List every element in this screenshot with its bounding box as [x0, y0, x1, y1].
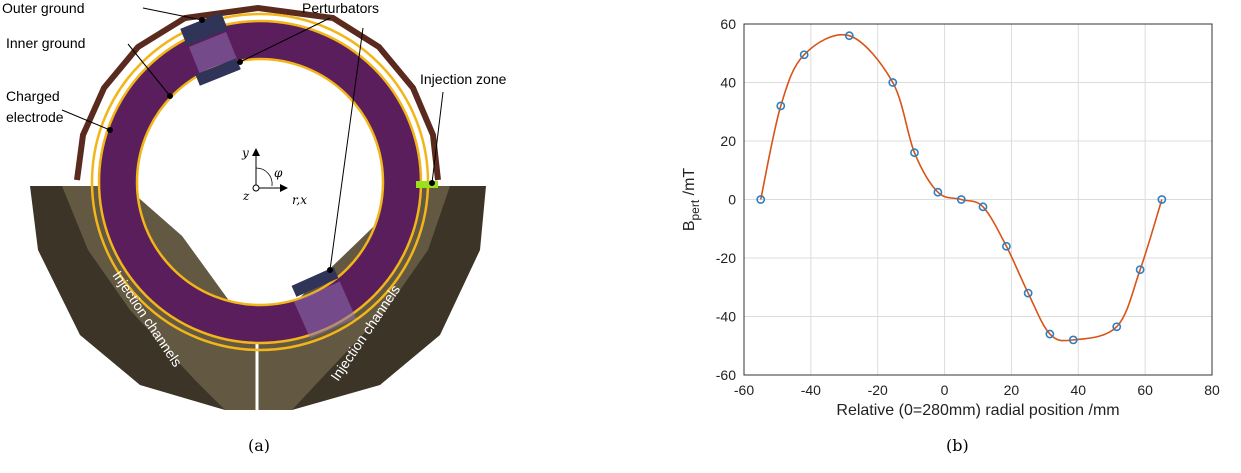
- y-axis-label: Bpert /mT: [681, 168, 702, 232]
- axis-phi-label: φ: [274, 166, 283, 180]
- leader-lines: [61, 7, 444, 273]
- injection-zone: [416, 181, 438, 188]
- x-tick-label: 80: [1204, 382, 1220, 398]
- x-tick-label: -60: [734, 382, 754, 398]
- data-point: [888, 78, 898, 87]
- cyclotron-diagram: y φ z r,x Outer ground Inner ground Char…: [2, 0, 507, 410]
- x-tick-label: 40: [1070, 382, 1086, 398]
- plot-frame: [743, 23, 1213, 376]
- y-tick-label: 60: [720, 16, 736, 32]
- chart-grid: [743, 23, 1213, 376]
- caption-a: (a): [248, 436, 271, 455]
- charged-electrode-ring: [99, 21, 421, 343]
- diagram-panel: y φ z r,x Outer ground Inner ground Char…: [0, 0, 520, 468]
- outer-ground: [74, 4, 441, 181]
- y-tick-label: 40: [720, 75, 736, 91]
- y-label-unit: /mT: [681, 168, 698, 200]
- data-point: [933, 187, 943, 197]
- x-axis-label: Relative (0=280mm) radial position /mm: [836, 402, 1119, 419]
- y-label-main: B: [681, 221, 698, 232]
- axis-y-label: y: [241, 146, 249, 160]
- data-point: [1135, 265, 1145, 275]
- perturbator-bottom-zone: [294, 281, 356, 339]
- y-tick-label: -20: [716, 250, 736, 266]
- data-point: [756, 195, 766, 204]
- caption-b: (b): [946, 436, 969, 455]
- y-tick-label: 20: [720, 133, 736, 149]
- data-point: [1002, 241, 1011, 251]
- y-tick-label: -40: [716, 309, 736, 325]
- ring-inner-edge: [135, 57, 385, 307]
- y-tick-label: 0: [728, 192, 736, 208]
- y-tick-labels: 60 40 20 0 -20 -40 -60: [716, 16, 736, 383]
- x-tick-label: -40: [801, 382, 821, 398]
- data-point: [799, 50, 809, 60]
- chart-panel: -60 -40 -20 0 20 40 60 80 60 40 20 0 -20 -40 -60 Rela…: [660, 0, 1241, 468]
- data-markers: [756, 31, 1167, 345]
- x-tick-label: 20: [1004, 382, 1020, 398]
- data-point: [844, 31, 854, 41]
- perturbator-bottom: [291, 267, 339, 297]
- data-point: [910, 148, 919, 158]
- interpolated-curve: [759, 33, 1163, 342]
- label-inner-ground: Inner ground: [6, 35, 85, 51]
- label-charged-1: Charged: [6, 88, 60, 104]
- x-tick-label: -20: [868, 382, 888, 398]
- axis-rx-label: r,x: [292, 193, 307, 207]
- data-point: [956, 195, 966, 204]
- label-charged-2: electrode: [6, 109, 64, 125]
- data-point: [1068, 335, 1078, 345]
- data-point: [978, 202, 988, 212]
- y-tick-label: -60: [716, 367, 736, 383]
- axis-z-label: z: [242, 189, 250, 203]
- x-tick-label: 0: [941, 382, 949, 398]
- coordinate-axes: [252, 148, 288, 192]
- perturbator-top-inner: [195, 58, 241, 86]
- data-point: [1112, 322, 1122, 332]
- perturbator-top: [180, 12, 228, 46]
- data-point: [1045, 329, 1055, 339]
- x-tick-label: 60: [1137, 382, 1153, 398]
- data-point: [1157, 195, 1167, 204]
- x-tick-labels: -60 -40 -20 0 20 40 60 80: [734, 382, 1220, 398]
- label-perturbators: Perturbators: [302, 0, 379, 16]
- data-point: [776, 101, 786, 111]
- label-outer-ground: Outer ground: [2, 0, 85, 16]
- y-label-sub: pert: [688, 199, 702, 220]
- label-injection-zone: Injection zone: [420, 71, 507, 87]
- bpert-chart: -60 -40 -20 0 20 40 60 80 60 40 20 0 -20 -40 -60 Rela…: [681, 16, 1220, 419]
- data-point: [1023, 288, 1033, 298]
